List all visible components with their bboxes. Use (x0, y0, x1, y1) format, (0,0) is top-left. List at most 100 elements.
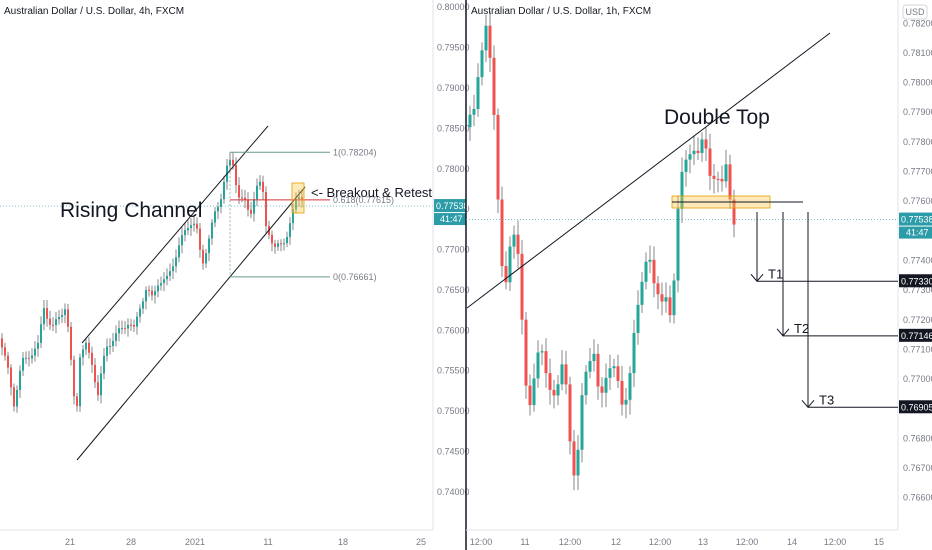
price-tick-label: 0.78500 (437, 123, 470, 133)
candle (704, 139, 708, 149)
candle (289, 223, 291, 238)
candle (211, 222, 213, 239)
candle (286, 237, 288, 244)
time-axis[interactable]: 12:00 11 12:00 12 12:00 13 12:00 14 12:00 15 (470, 537, 884, 547)
candle (10, 367, 12, 388)
candle (628, 373, 632, 400)
candle (488, 25, 492, 58)
candle (178, 245, 180, 258)
candle (528, 385, 532, 406)
countdown-pill-label: 41:47 (440, 214, 463, 224)
candle (504, 266, 508, 283)
candle (472, 109, 476, 115)
candle (73, 359, 75, 397)
candle (556, 384, 560, 396)
candle (91, 352, 93, 365)
candle (520, 253, 524, 320)
candle (208, 238, 210, 254)
candle (139, 308, 141, 317)
candle (127, 324, 129, 329)
candle (244, 197, 246, 201)
target-1-price-pill-label: 0.77330 (901, 276, 932, 286)
candle (544, 351, 548, 374)
candle (656, 283, 660, 295)
candle (205, 253, 207, 264)
candle (28, 357, 30, 359)
chart-pane-1h[interactable]: Australian Dollar / U.S. Dollar, 1h, FXC… (466, 0, 932, 547)
target-3-price-pill (899, 400, 932, 414)
candle (548, 373, 552, 390)
target-3-price-pill-label: 0.76905 (901, 402, 932, 412)
candle (600, 386, 604, 393)
candle (720, 179, 724, 182)
current-price-pill (434, 199, 466, 213)
candle (193, 223, 195, 226)
candle (560, 364, 564, 385)
currency-button[interactable] (902, 4, 928, 20)
time-tick-label: 15 (874, 537, 884, 547)
price-tick-label: 0.79500 (437, 43, 470, 53)
candle (58, 316, 60, 320)
candle (223, 181, 225, 200)
price-tick-label: 0.75000 (437, 406, 470, 416)
candle (250, 209, 252, 214)
candle (85, 342, 87, 350)
price-tick-label: 0.75500 (437, 366, 470, 376)
candle (145, 289, 147, 302)
candle (500, 199, 504, 267)
target-3-label: T3 (819, 392, 834, 407)
time-axis[interactable]: 21 28 2021 11 18 25 (65, 537, 426, 547)
candle (612, 366, 616, 369)
candle (680, 171, 684, 209)
candle (100, 373, 102, 396)
candle (524, 319, 528, 386)
candle (640, 281, 644, 305)
candle (496, 114, 500, 200)
price-tick-label: 0.77000 (903, 374, 932, 384)
candle (43, 308, 45, 325)
candle (274, 243, 276, 247)
candle (19, 370, 21, 390)
current-price-pill (899, 212, 932, 226)
candle (121, 328, 123, 330)
price-tick-label: 0.78000 (437, 164, 470, 174)
candle (652, 259, 656, 284)
candle (64, 309, 66, 316)
channel-upper-line (81, 125, 269, 344)
candle (692, 150, 696, 155)
candle (256, 185, 258, 200)
current-price-pill-label: 0.77538 (901, 215, 932, 225)
candle (676, 208, 680, 281)
candle (118, 328, 120, 334)
price-axis[interactable]: 0.80000 0.79500 0.79000 0.78500 0.78000 0.775… (437, 2, 470, 497)
candle (7, 355, 9, 368)
candle (34, 348, 36, 356)
time-tick-label: 28 (126, 537, 136, 547)
current-price-pill-label: 0.77538 (436, 201, 469, 211)
candles-group (468, 10, 736, 491)
candle (55, 319, 57, 326)
candle (130, 324, 132, 326)
target-levels: T1 0.77330 T2 0.77146 T3 0.76905 (750, 212, 932, 414)
candle (25, 357, 27, 359)
price-pills: 0.77538 41:47 (434, 199, 469, 226)
candle (688, 154, 692, 160)
candle (576, 449, 580, 476)
candle (580, 395, 584, 450)
candle (592, 353, 596, 362)
candle (532, 378, 536, 406)
candle (301, 197, 303, 201)
candle (217, 206, 219, 212)
candle (163, 279, 165, 284)
chart-pane-4h[interactable]: Australian Dollar / U.S. Dollar, 4h, FXC… (0, 0, 470, 547)
candle (660, 294, 664, 302)
candle (608, 368, 612, 378)
candle (106, 346, 108, 356)
candle (259, 181, 261, 186)
candle (133, 324, 135, 327)
candle (97, 382, 99, 396)
price-tick-label: 0.74500 (437, 446, 470, 456)
